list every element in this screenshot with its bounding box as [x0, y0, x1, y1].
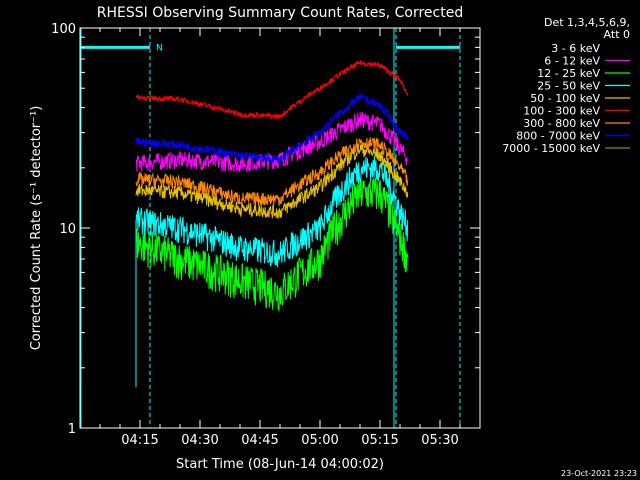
legend-label-2: 12 - 25 keV — [537, 67, 600, 80]
x-axis-ticks: 04:15 04:30 04:45 05:00 05:15 05:30 — [99, 28, 461, 448]
legend-label-7: 800 - 7000 keV — [516, 130, 600, 143]
series-line-800-7000kev — [135, 93, 409, 164]
legend-label-4: 50 - 100 keV — [530, 92, 600, 105]
x-tick-label-5: 05:30 — [421, 433, 458, 448]
legend-label-3: 25 - 50 keV — [537, 80, 600, 93]
legend-label-6: 300 - 800 keV — [523, 117, 600, 130]
legend-label-1: 6 - 12 keV — [544, 55, 600, 68]
plot-area: N 04:15 04:30 04:45 05:00 05:15 05:30 1 10 100 — [51, 22, 481, 448]
chart-title: RHESSI Observing Summary Count Rates, Co… — [97, 5, 463, 21]
series-line-25-50kev — [135, 155, 409, 268]
x-tick-label-3: 05:00 — [301, 433, 338, 448]
x-tick-label-4: 05:15 — [361, 433, 398, 448]
x-tick-label-2: 04:45 — [241, 433, 278, 448]
y-axis-label: Corrected Count Rate (s⁻¹ detector⁻¹) — [29, 106, 44, 351]
timestamp: 23-Oct-2021 23:23 — [561, 469, 637, 478]
series-line-50-100kev — [135, 143, 409, 219]
y-axis-ticks: 1 10 100 — [51, 22, 480, 437]
series-line-12-25kev — [135, 177, 409, 312]
series-line-100-300kev — [135, 60, 409, 121]
series-line-300-800kev — [135, 137, 409, 207]
night-marker-label: N — [156, 43, 163, 53]
legend-label-8: 7000 - 15000 keV — [502, 142, 600, 155]
legend-header-line-1: Det 1,3,4,5,6,9, — [544, 16, 630, 29]
x-axis-label: Start Time (08-Jun-14 04:00:02) — [176, 457, 384, 472]
legend-label-5: 100 - 300 keV — [523, 105, 600, 118]
legend-label-0: 3 - 6 keV — [551, 42, 600, 55]
y-tick-label-0: 1 — [68, 422, 76, 437]
y-tick-label-1: 10 — [59, 222, 76, 237]
legend-header-line-2: Att 0 — [604, 28, 630, 41]
y-tick-label-2: 100 — [51, 22, 76, 37]
x-tick-label-1: 04:30 — [181, 433, 218, 448]
series-layer — [135, 60, 409, 388]
x-tick-label-0: 04:15 — [121, 433, 158, 448]
